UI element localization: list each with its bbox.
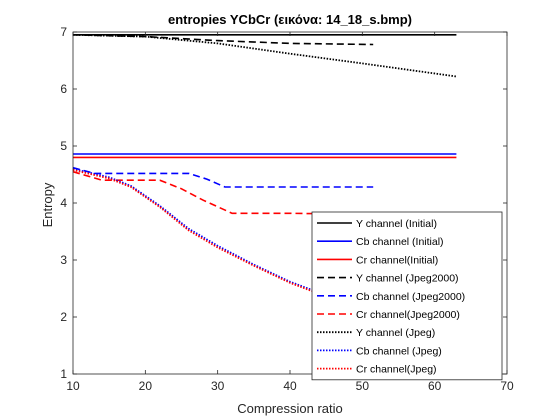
legend-entry: Cb channel (Jpeg)	[356, 345, 442, 357]
legend-entry: Y channel (Jpeg2000)	[356, 273, 459, 285]
x-tick-label: 60	[428, 379, 442, 393]
y-tick-label: 6	[60, 82, 67, 96]
legend-entry: Y channel (Initial)	[356, 218, 437, 230]
legend-entry: Cr channel(Jpeg2000)	[356, 309, 460, 321]
series-line-5	[72, 166, 374, 188]
y-tick-label: 5	[60, 139, 67, 153]
y-axis-label: Entropy	[40, 182, 55, 227]
x-tick-label: 10	[66, 379, 80, 393]
x-tick-label: 40	[283, 379, 297, 393]
legend-entry: Cr channel(Jpeg)	[356, 364, 437, 376]
y-axis: 1 2 3 4 5 6 7	[60, 25, 507, 381]
y-tick-label: 7	[60, 25, 67, 39]
x-tick-label: 30	[211, 379, 225, 393]
y-tick-label: 1	[60, 367, 67, 381]
legend-entry: Cb channel (Initial)	[356, 236, 444, 248]
series-line-7	[72, 33, 457, 78]
x-axis: 10 20 30 40 50 60 70	[66, 32, 514, 393]
x-tick-label: 20	[139, 379, 153, 393]
legend-entry: Cr channel(Initial)	[356, 254, 438, 266]
x-tick-label: 50	[356, 379, 370, 393]
x-tick-label: 70	[500, 379, 514, 393]
legend[interactable]: Y channel (Initial) Cb channel (Initial) C…	[311, 211, 503, 381]
y-tick-label: 4	[60, 196, 67, 210]
x-axis-label: Compression ratio	[237, 401, 343, 416]
chart-title: entropies YCbCr (εικόνα: 14_18_s.bmp)	[168, 12, 412, 27]
y-tick-label: 2	[60, 310, 67, 324]
legend-entry: Y channel (Jpeg)	[356, 327, 435, 339]
y-tick-label: 3	[60, 253, 67, 267]
legend-entry: Cb channel (Jpeg2000)	[356, 291, 465, 303]
